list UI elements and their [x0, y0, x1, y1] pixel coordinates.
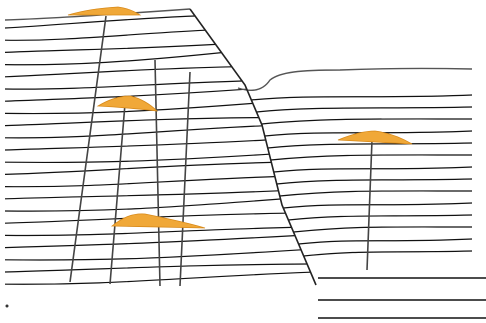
stratum-line [304, 251, 472, 256]
stratum-line [5, 118, 259, 126]
stratum-line [5, 81, 242, 89]
stratum-line [5, 126, 262, 138]
stratum-line [5, 16, 195, 28]
stratum-line [5, 191, 278, 199]
fault [190, 9, 316, 285]
cross-section [0, 0, 486, 323]
stratum-line [5, 177, 275, 187]
stratum-line [256, 107, 472, 112]
deposit [68, 7, 140, 15]
stratum-line [5, 236, 295, 248]
stratum-line [5, 162, 271, 174]
stratum-line [5, 199, 281, 211]
well [70, 16, 106, 282]
stratum-line [299, 239, 472, 244]
marker [6, 305, 9, 308]
well [110, 104, 125, 284]
stratum-line [5, 53, 222, 65]
stratum-line [5, 67, 232, 77]
wells [70, 16, 372, 286]
stratum-line [277, 179, 472, 184]
stratum-line [5, 272, 311, 284]
stratum-line [5, 30, 205, 40]
well [180, 72, 190, 286]
stratum-line [274, 167, 472, 172]
stratum-line [280, 191, 472, 196]
stratum-line [5, 140, 266, 150]
stratum-line [293, 227, 472, 232]
stratum-line [5, 154, 269, 162]
stratum-line [262, 119, 472, 124]
stratum-line [5, 44, 216, 52]
stratum-line [283, 203, 472, 208]
stratum-line [5, 250, 301, 260]
stratum-line [251, 95, 472, 100]
ground-surface [238, 68, 472, 90]
stratum-line [5, 227, 292, 235]
stratum-line [5, 264, 307, 272]
stratum-line [268, 143, 472, 148]
stratum-line [288, 215, 472, 220]
deposit [98, 96, 157, 111]
